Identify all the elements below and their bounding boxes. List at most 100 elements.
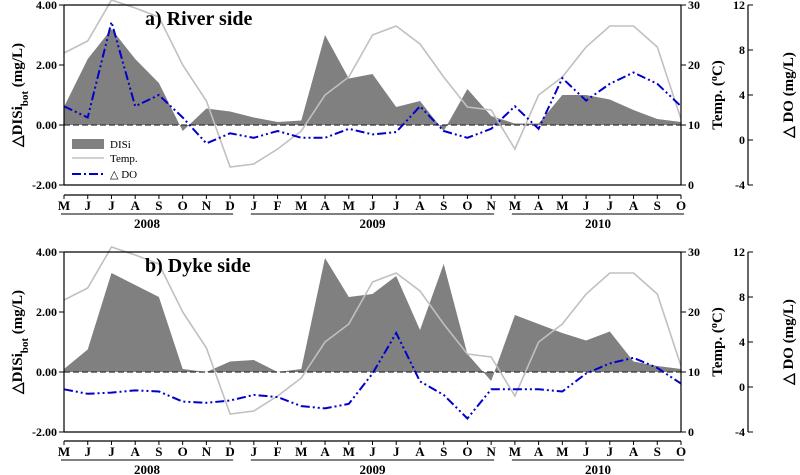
do-axis-label: △ DO (mg/L) bbox=[781, 299, 797, 386]
do-tick-label: 0 bbox=[739, 133, 745, 147]
month-label: A bbox=[629, 198, 639, 213]
month-label: J bbox=[108, 444, 115, 459]
left-tick-label: 2.00 bbox=[36, 58, 57, 72]
temp-tick-label: 20 bbox=[688, 58, 700, 72]
year-label: 2010 bbox=[585, 216, 611, 231]
left-tick-label: 2.00 bbox=[36, 305, 57, 319]
temp-axis-label-unit: C) bbox=[710, 307, 726, 323]
month-label: N bbox=[486, 198, 496, 213]
temp-tick-label: 10 bbox=[688, 118, 700, 132]
month-label: J bbox=[369, 444, 376, 459]
left-axis-label-main: △DISi bbox=[10, 106, 26, 148]
year-label: 2008 bbox=[134, 462, 161, 475]
do-tick-label: 8 bbox=[739, 290, 745, 304]
month-label: A bbox=[534, 198, 544, 213]
temp-line bbox=[63, 246, 682, 415]
month-label: J bbox=[607, 444, 614, 459]
left-axis-label: △DISibot (mg/L) bbox=[10, 290, 31, 395]
left-tick-label: 4.00 bbox=[36, 245, 57, 259]
month-label: M bbox=[556, 198, 568, 213]
month-label: J bbox=[84, 198, 91, 213]
disi-area bbox=[64, 258, 681, 381]
temp-axis-label-sup: o bbox=[709, 76, 720, 81]
temp-line bbox=[63, 0, 682, 168]
temp-axis-label-main: Temp. ( bbox=[710, 328, 726, 377]
month-label: D bbox=[225, 198, 234, 213]
month-label: D bbox=[225, 444, 234, 459]
left-tick-label: 4.00 bbox=[36, 0, 57, 12]
year-label: 2010 bbox=[585, 462, 611, 475]
month-label: A bbox=[130, 198, 140, 213]
panel-title: a) River side bbox=[145, 8, 253, 30]
month-label: J bbox=[393, 444, 400, 459]
left-tick-label: -2.00 bbox=[32, 425, 57, 439]
legend-do-label: △ DO bbox=[110, 169, 137, 181]
month-label: N bbox=[486, 444, 496, 459]
month-label: J bbox=[369, 198, 376, 213]
temp-axis-label-main: Temp. ( bbox=[710, 81, 726, 130]
month-label: M bbox=[58, 198, 70, 213]
left-axis-label: △DISibot (mg/L) bbox=[10, 43, 31, 148]
month-label: S bbox=[440, 198, 447, 213]
month-label: O bbox=[676, 444, 686, 459]
left-tick-label: 0.00 bbox=[36, 365, 57, 379]
month-label: J bbox=[251, 444, 258, 459]
temp-tick-label: 20 bbox=[688, 305, 700, 319]
month-label: M bbox=[295, 444, 307, 459]
month-label: J bbox=[607, 198, 614, 213]
month-label: F bbox=[274, 444, 282, 459]
month-label: O bbox=[462, 444, 472, 459]
do-line bbox=[63, 330, 682, 420]
temp-tick-label: 30 bbox=[688, 0, 700, 12]
month-label: O bbox=[178, 198, 188, 213]
do-tick-label: 12 bbox=[733, 0, 745, 12]
month-label: S bbox=[654, 198, 661, 213]
temp-axis-label-unit: C) bbox=[710, 60, 726, 76]
do-tick-label: 4 bbox=[739, 335, 745, 349]
month-label: J bbox=[583, 444, 590, 459]
month-label: A bbox=[320, 444, 330, 459]
month-label: S bbox=[155, 198, 162, 213]
legend-temp-label: Temp. bbox=[110, 153, 138, 165]
month-label: O bbox=[178, 444, 188, 459]
month-label: J bbox=[84, 444, 91, 459]
legend-disi-label: DISi bbox=[110, 139, 131, 151]
month-label: J bbox=[108, 198, 115, 213]
month-label: O bbox=[462, 198, 472, 213]
disi-area bbox=[64, 29, 681, 131]
month-label: A bbox=[130, 444, 140, 459]
year-label: 2009 bbox=[360, 216, 387, 231]
do-tick-label: 4 bbox=[739, 88, 745, 102]
month-label: A bbox=[415, 198, 425, 213]
temp-tick-label: 30 bbox=[688, 245, 700, 259]
temp-axis-label: Temp. (oC) bbox=[709, 307, 727, 376]
month-label: A bbox=[320, 198, 330, 213]
month-label: S bbox=[654, 444, 661, 459]
left-axis-label-unit: (mg/L) bbox=[10, 43, 26, 91]
month-label: A bbox=[629, 444, 639, 459]
do-tick-label: 8 bbox=[739, 43, 745, 57]
left-tick-label: -2.00 bbox=[32, 178, 57, 192]
month-label: J bbox=[393, 198, 400, 213]
do-line bbox=[63, 17, 682, 145]
legend-disi-swatch bbox=[72, 139, 104, 149]
month-label: M bbox=[509, 444, 521, 459]
month-label: F bbox=[274, 198, 282, 213]
temp-tick-label: 0 bbox=[688, 425, 694, 439]
month-label: M bbox=[295, 198, 307, 213]
month-label: M bbox=[343, 444, 355, 459]
month-label: S bbox=[440, 444, 447, 459]
month-label: A bbox=[534, 444, 544, 459]
month-label: M bbox=[58, 444, 70, 459]
do-tick-label: 0 bbox=[739, 380, 745, 394]
month-label: N bbox=[202, 198, 212, 213]
temp-axis-label: Temp. (oC) bbox=[709, 60, 727, 129]
left-axis-label-main: △DISi bbox=[10, 353, 26, 395]
temp-tick-label: 0 bbox=[688, 178, 694, 192]
month-label: M bbox=[509, 198, 521, 213]
left-axis-label-unit: (mg/L) bbox=[10, 290, 26, 338]
left-tick-label: 0.00 bbox=[36, 118, 57, 132]
do-tick-label: -4 bbox=[735, 178, 745, 192]
